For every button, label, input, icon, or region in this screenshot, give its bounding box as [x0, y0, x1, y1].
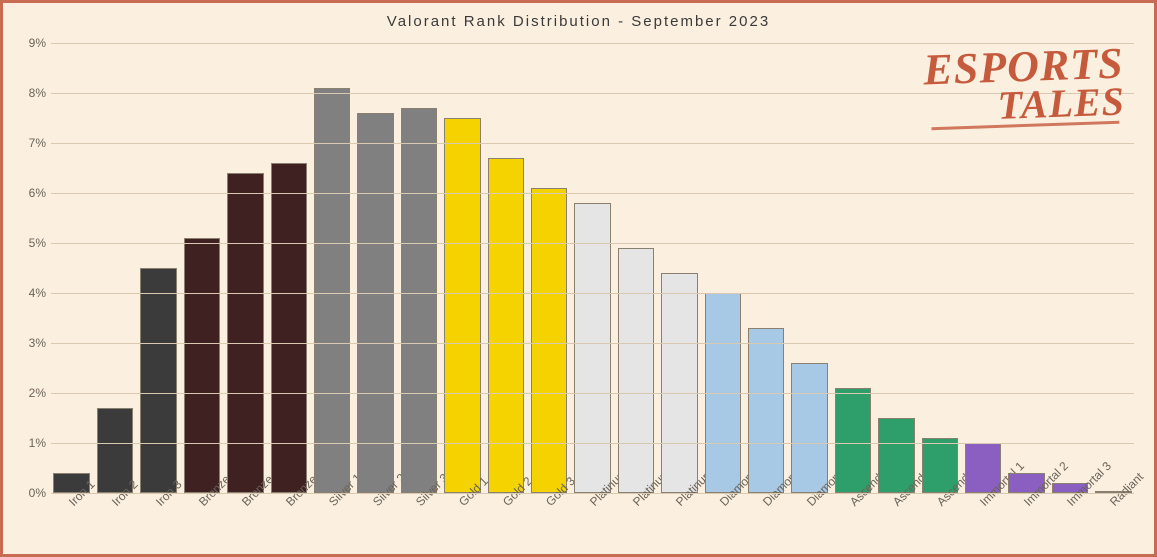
bar	[618, 248, 654, 493]
bar-slot: Iron 1	[51, 43, 92, 493]
gridline	[51, 193, 1134, 194]
bar	[184, 238, 220, 493]
chart-title: Valorant Rank Distribution - September 2…	[3, 13, 1154, 30]
bar-slot: Bronze 3	[268, 43, 309, 493]
bar	[140, 268, 176, 493]
bar-slot: Gold 3	[528, 43, 569, 493]
y-axis-label: 5%	[16, 236, 46, 250]
bar	[531, 188, 567, 493]
x-axis-label: Radiant	[1107, 470, 1146, 509]
bar	[357, 113, 393, 493]
bar-slot: Platinum 2	[615, 43, 656, 493]
y-axis-label: 6%	[16, 186, 46, 200]
gridline	[51, 343, 1134, 344]
bar-slot: Diamond 2	[746, 43, 787, 493]
y-axis-label: 3%	[16, 336, 46, 350]
bar-slot: Silver 2	[355, 43, 396, 493]
bar-slot: Ascendant 1	[832, 43, 873, 493]
bar-slot: Silver 1	[311, 43, 352, 493]
bar-slot: Iron 3	[138, 43, 179, 493]
bar	[835, 388, 871, 493]
watermark-line2: TALES	[924, 83, 1125, 126]
bar	[574, 203, 610, 493]
y-axis-label: 9%	[16, 36, 46, 50]
bar	[401, 108, 437, 493]
bar-slot: Bronze 2	[225, 43, 266, 493]
bar-slot: Bronze 1	[181, 43, 222, 493]
bar	[791, 363, 827, 493]
y-axis-label: 2%	[16, 386, 46, 400]
chart-frame: Valorant Rank Distribution - September 2…	[0, 0, 1157, 557]
bar-slot: Gold 1	[442, 43, 483, 493]
watermark: ESPORTS TALES	[923, 44, 1126, 127]
bar	[227, 173, 263, 493]
bar-slot: Iron 2	[94, 43, 135, 493]
gridline	[51, 443, 1134, 444]
y-axis-label: 7%	[16, 136, 46, 150]
gridline	[51, 493, 1134, 494]
bar-slot: Ascendant 2	[876, 43, 917, 493]
gridline	[51, 293, 1134, 294]
bar-slot: Diamond 3	[789, 43, 830, 493]
bar	[661, 273, 697, 493]
gridline	[51, 243, 1134, 244]
y-axis-label: 8%	[16, 86, 46, 100]
y-axis-label: 4%	[16, 286, 46, 300]
bar-slot: Gold 2	[485, 43, 526, 493]
bar	[748, 328, 784, 493]
bar-slot: Diamond 1	[702, 43, 743, 493]
bar	[314, 88, 350, 493]
bar-slot: Platinum 1	[572, 43, 613, 493]
bar-slot: Platinum 3	[659, 43, 700, 493]
y-axis-label: 0%	[16, 486, 46, 500]
bar	[444, 118, 480, 493]
bar-slot: Silver 3	[398, 43, 439, 493]
y-axis-label: 1%	[16, 436, 46, 450]
gridline	[51, 393, 1134, 394]
gridline	[51, 143, 1134, 144]
